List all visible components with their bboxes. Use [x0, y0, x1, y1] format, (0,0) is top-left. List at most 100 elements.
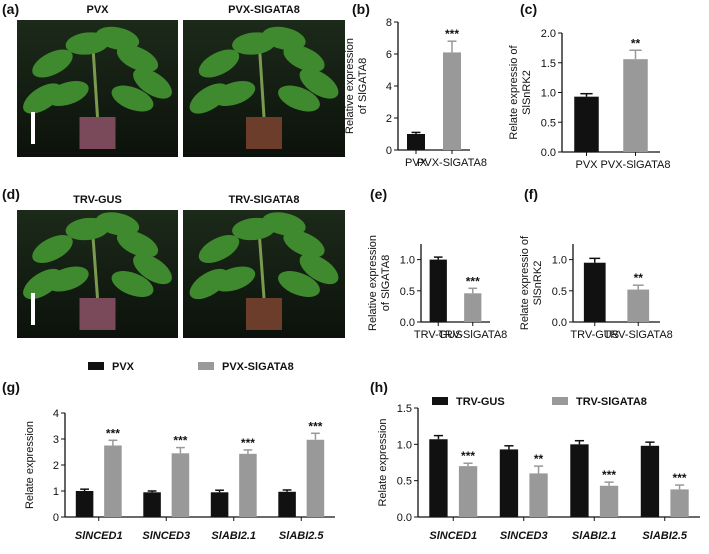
y-tick-label: 1.5 — [541, 58, 556, 70]
scale-bar — [31, 293, 35, 325]
y-tick-label: 1.0 — [400, 255, 415, 267]
y-tick-label: 0.5 — [541, 117, 556, 129]
leaf — [32, 49, 73, 78]
legend-swatch — [552, 397, 568, 405]
significance: *** — [602, 468, 616, 482]
plant — [23, 212, 172, 330]
y-axis-label: Relate expression — [24, 421, 36, 509]
y-tick-label: 2.0 — [541, 28, 556, 40]
panel-label: (c) — [520, 1, 537, 17]
bar — [407, 134, 425, 150]
leaf — [111, 85, 154, 112]
y-tick-label: 0.0 — [397, 512, 412, 524]
y-tick-label: 2 — [53, 460, 59, 472]
y-axis-label: of SlGATA8 — [357, 58, 369, 114]
leaf — [133, 68, 172, 99]
y-axis-label: of SlGATA8 — [380, 255, 392, 311]
stem — [257, 229, 266, 299]
significance: ** — [534, 452, 544, 466]
legend-label: TRV-GUS — [456, 396, 505, 408]
leaf — [189, 268, 229, 300]
error-bar — [447, 40, 457, 53]
y-tick-label: 2 — [386, 113, 392, 125]
bar — [443, 52, 461, 150]
x-tick-label: PVX — [405, 157, 428, 169]
plant — [189, 212, 339, 330]
bar — [143, 492, 161, 517]
error-bar — [80, 488, 89, 491]
leaf — [278, 85, 320, 112]
y-tick-label: 0.5 — [552, 286, 567, 298]
x-tick-label: SlABI2.1 — [211, 530, 256, 542]
y-tick-label: 0.0 — [400, 317, 415, 329]
significance: *** — [241, 436, 255, 450]
panel-label: (g) — [2, 379, 20, 395]
bar — [623, 59, 648, 152]
error-bar — [580, 92, 593, 97]
leaf — [283, 45, 325, 72]
y-tick-label: 0 — [53, 512, 59, 524]
leaf — [299, 68, 339, 99]
y-tick-label: 4 — [53, 408, 59, 420]
error-bar — [604, 481, 614, 486]
bar — [599, 485, 619, 517]
x-tick-label: SlNCED1 — [75, 530, 123, 542]
error-bar — [282, 489, 292, 492]
error-bar — [311, 432, 320, 440]
x-tick-label: TRV-GUS — [414, 329, 463, 341]
y-axis-label: Relate expressio of — [519, 235, 531, 330]
error-bar — [589, 257, 601, 263]
leaf — [23, 83, 62, 114]
error-bar — [504, 445, 514, 450]
error-bar — [645, 441, 655, 446]
x-tick-label: PVX — [575, 159, 598, 171]
leaf — [283, 230, 325, 258]
y-tick-label: 1.0 — [552, 255, 567, 267]
leaf — [23, 268, 62, 300]
leaf — [198, 235, 240, 263]
legend-label: PVX-SlGATA8 — [222, 361, 294, 373]
leaf — [111, 271, 154, 297]
bar — [529, 473, 548, 517]
bar — [670, 489, 689, 517]
y-tick-label: 0.0 — [552, 317, 567, 329]
y-tick-label: 1.0 — [397, 439, 412, 451]
bar — [458, 466, 478, 517]
error-bar — [632, 284, 644, 290]
panel-label: (h) — [370, 379, 388, 395]
plant — [189, 26, 339, 149]
leaf — [32, 235, 73, 263]
bar — [640, 445, 660, 517]
leaf — [133, 253, 172, 285]
pot — [79, 298, 116, 330]
y-axis-label: SlSnRK2 — [532, 261, 544, 306]
error-bar — [411, 131, 421, 134]
y-tick-label: 1.5 — [397, 403, 412, 415]
x-tick-label: PVX-SlGATA8 — [417, 157, 487, 169]
legend-swatch — [198, 362, 214, 370]
stem — [91, 229, 99, 299]
leaf — [116, 45, 159, 72]
legend-label: TRV-SlGATA8 — [576, 396, 647, 408]
panel-label: (b) — [352, 1, 370, 17]
error-bar — [433, 256, 443, 260]
bar — [570, 444, 589, 517]
x-tick-label: SlNCED3 — [142, 530, 190, 542]
significance: *** — [106, 426, 120, 440]
leaf — [95, 212, 140, 236]
x-tick-label: SlABI2.5 — [642, 530, 688, 542]
y-tick-label: 1.0 — [541, 88, 556, 100]
leaf — [262, 212, 306, 236]
y-tick-label: 3 — [53, 434, 59, 446]
x-tick-label: SlABI2.1 — [572, 530, 617, 542]
error-bar — [674, 484, 685, 490]
bar — [429, 439, 448, 517]
y-tick-label: 0.5 — [400, 286, 415, 298]
x-tick-label: TRV-SlGATA8 — [604, 329, 673, 341]
bar — [574, 96, 599, 152]
bar — [306, 439, 325, 517]
legend-label: PVX — [112, 361, 135, 373]
significance: *** — [308, 419, 322, 433]
bar — [278, 491, 296, 517]
